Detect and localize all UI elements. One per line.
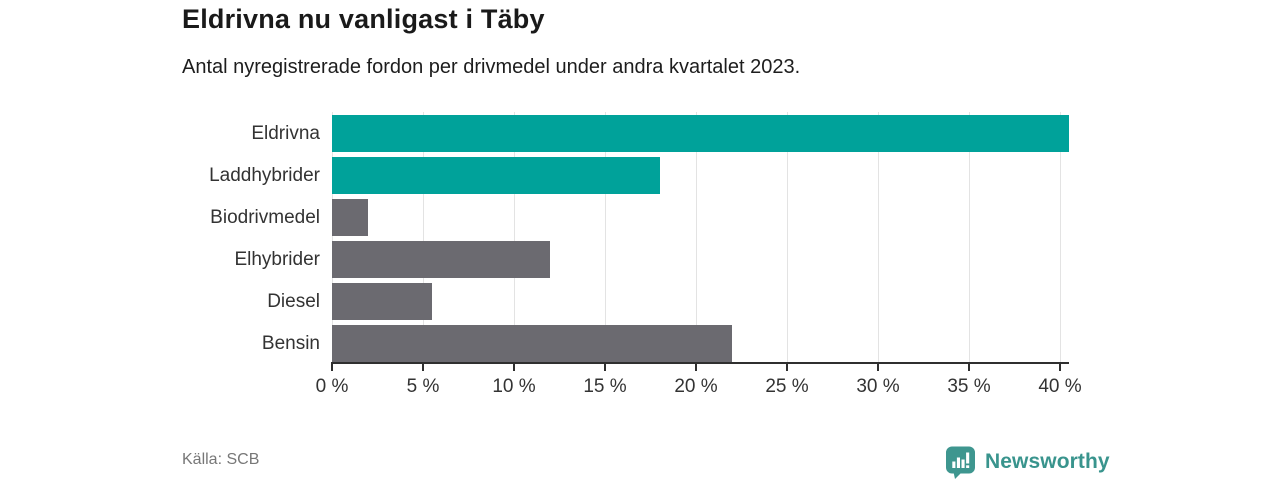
x-gridline xyxy=(878,112,879,362)
x-axis-tick-label: 15 % xyxy=(583,376,627,397)
x-gridline xyxy=(696,112,697,362)
x-axis-tick-label: 25 % xyxy=(765,376,809,397)
category-label: Biodrivmedel xyxy=(210,207,320,228)
x-axis-tick xyxy=(968,362,970,371)
chart-subtitle: Antal nyregistrerade fordon per drivmede… xyxy=(182,56,801,78)
bar-laddhybrider xyxy=(332,157,660,194)
newsworthy-wordmark: Newsworthy xyxy=(985,450,1110,473)
category-label: Eldrivna xyxy=(251,123,320,144)
category-label: Diesel xyxy=(267,291,320,312)
x-gridline xyxy=(1060,112,1061,362)
category-label: Bensin xyxy=(261,333,320,354)
bar-bensin xyxy=(332,325,733,362)
x-gridline xyxy=(787,112,788,362)
x-axis-tick xyxy=(422,362,424,371)
x-axis-tick xyxy=(604,362,606,371)
x-axis-tick-label: 10 % xyxy=(492,376,536,397)
x-axis-tick xyxy=(513,362,515,371)
x-axis-tick xyxy=(331,362,333,371)
category-label: Laddhybrider xyxy=(209,165,320,186)
newsworthy-bubble-chart-icon xyxy=(946,446,975,479)
x-axis-tick-label: 5 % xyxy=(406,376,440,397)
x-axis-tick xyxy=(786,362,788,371)
x-gridline xyxy=(605,112,606,362)
bar-chart-plot-area: Eldrivna Laddhybrider Biodrivmedel Elhybrid… xyxy=(209,112,1082,397)
x-axis-tick xyxy=(877,362,879,371)
x-gridline xyxy=(423,112,424,362)
bar-eldrivna xyxy=(332,115,1070,152)
newsworthy-logo: Newsworthy xyxy=(944,445,1110,479)
bar-diesel xyxy=(332,283,433,320)
x-axis-tick-label: 0 % xyxy=(315,376,349,397)
x-axis-tick xyxy=(695,362,697,371)
chart-title: Eldrivna nu vanligast i Täby xyxy=(182,4,545,34)
bar-biodrivmedel xyxy=(332,199,369,236)
x-axis-tick-label: 20 % xyxy=(674,376,718,397)
x-gridline xyxy=(514,112,515,362)
x-axis-line xyxy=(332,362,1069,364)
x-axis-tick-label: 35 % xyxy=(947,376,991,397)
bar-elhybrider xyxy=(332,241,551,278)
source-label: Källa: SCB xyxy=(182,451,260,468)
x-axis-tick xyxy=(1059,362,1061,371)
x-gridline xyxy=(332,112,333,362)
x-gridline xyxy=(969,112,970,362)
x-axis-tick-label: 40 % xyxy=(1038,376,1082,397)
category-label: Elhybrider xyxy=(234,249,320,270)
x-axis-tick-label: 30 % xyxy=(856,376,900,397)
